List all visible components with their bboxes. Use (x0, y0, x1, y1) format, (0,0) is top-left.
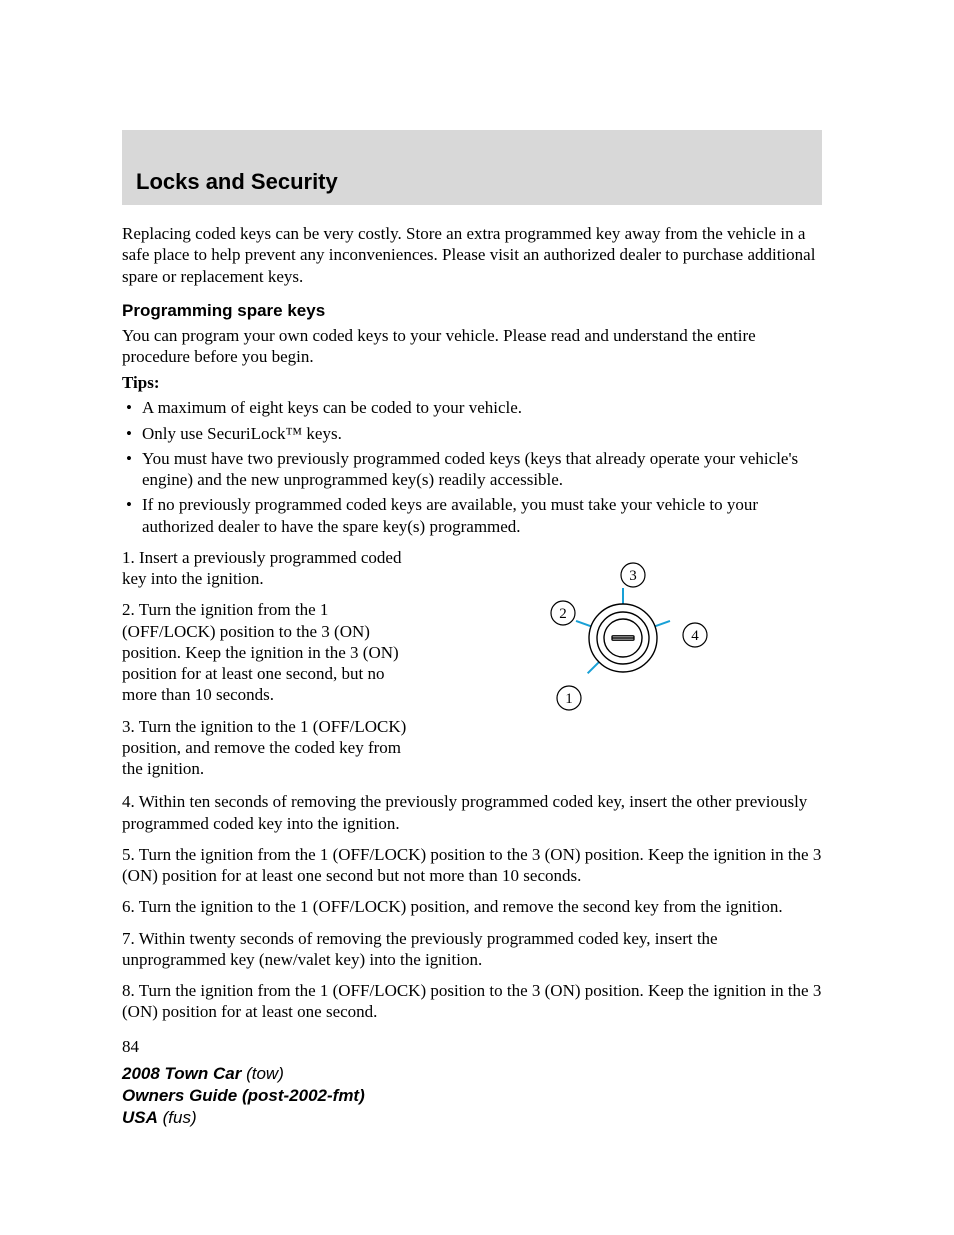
tip-item: If no previously programmed coded keys a… (122, 494, 822, 537)
footer-block: 2008 Town Car (tow) Owners Guide (post-2… (122, 1063, 365, 1129)
footer-line-2: Owners Guide (post-2002-fmt) (122, 1085, 365, 1107)
footer-region-code: (fus) (163, 1108, 197, 1127)
tip-item: Only use SecuriLock™ keys. (122, 423, 822, 444)
tips-list: A maximum of eight keys can be coded to … (122, 397, 822, 537)
step-5: 5. Turn the ignition from the 1 (OFF/LOC… (122, 844, 822, 887)
footer-region: USA (122, 1108, 158, 1127)
step-6: 6. Turn the ignition to the 1 (OFF/LOCK)… (122, 896, 822, 917)
step-1: 1. Insert a previously programmed coded … (122, 547, 412, 590)
footer-line-3: USA (fus) (122, 1107, 365, 1129)
intro-paragraph: Replacing coded keys can be very costly.… (122, 223, 822, 287)
svg-text:2: 2 (559, 606, 567, 622)
footer-line-1: 2008 Town Car (tow) (122, 1063, 365, 1085)
svg-text:1: 1 (565, 691, 573, 707)
step-8: 8. Turn the ignition from the 1 (OFF/LOC… (122, 980, 822, 1023)
section-header-band: Locks and Security (122, 130, 822, 205)
step-4: 4. Within ten seconds of removing the pr… (122, 791, 822, 834)
footer-model-code: (tow) (246, 1064, 284, 1083)
tips-label: Tips: (122, 373, 822, 393)
step-7: 7. Within twenty seconds of removing the… (122, 928, 822, 971)
page-number: 84 (122, 1037, 822, 1057)
subhead-body: You can program your own coded keys to y… (122, 325, 822, 368)
tip-item: A maximum of eight keys can be coded to … (122, 397, 822, 418)
subheading: Programming spare keys (122, 301, 822, 321)
svg-text:3: 3 (629, 568, 637, 584)
svg-text:4: 4 (691, 628, 699, 644)
step-2: 2. Turn the ignition from the 1 (OFF/LOC… (122, 599, 412, 705)
section-title: Locks and Security (136, 169, 338, 195)
ignition-diagram-container: 1 2 3 4 (424, 547, 822, 790)
footer-model: 2008 Town Car (122, 1064, 241, 1083)
step-3: 3. Turn the ignition to the 1 (OFF/LOCK)… (122, 716, 412, 780)
tip-item: You must have two previously programmed … (122, 448, 822, 491)
ignition-diagram: 1 2 3 4 (503, 553, 743, 723)
